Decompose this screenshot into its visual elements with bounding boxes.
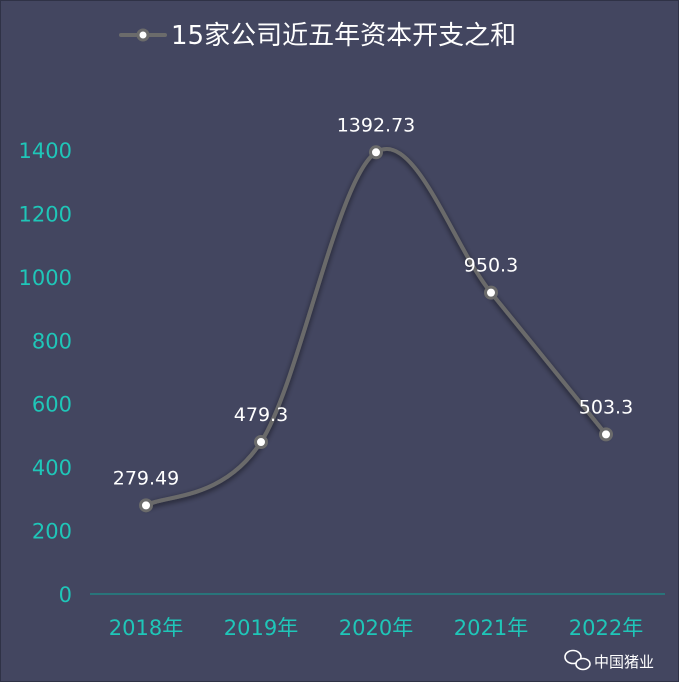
series-line (144, 147, 608, 508)
x-tick-label: 2020年 (339, 616, 413, 640)
y-tick-label: 1400 (19, 139, 72, 163)
data-label: 950.3 (464, 255, 518, 277)
y-tick-label: 600 (32, 393, 72, 417)
y-tick-label: 400 (32, 456, 72, 480)
data-point (139, 498, 153, 513)
y-tick-label: 1200 (19, 202, 72, 226)
y-axis: 0 200 400 600 800 1000 1200 1400 (19, 139, 72, 607)
data-point (599, 427, 613, 442)
data-point (254, 434, 268, 449)
data-points (139, 145, 613, 513)
data-label: 1392.73 (337, 114, 416, 136)
x-axis: 2018年 2019年 2020年 2021年 2022年 (90, 593, 665, 640)
x-tick-label: 2022年 (569, 616, 643, 640)
y-tick-label: 0 (59, 583, 72, 607)
x-tick-label: 2019年 (224, 616, 298, 640)
y-tick-label: 800 (32, 329, 72, 353)
watermark: 中国猪业 (564, 649, 654, 671)
y-tick-label: 1000 (19, 266, 72, 290)
x-tick-label: 2021年 (454, 616, 528, 640)
legend-label: 15家公司近五年资本开支之和 (171, 21, 516, 51)
data-point (484, 285, 498, 300)
legend-marker (136, 28, 150, 42)
watermark-text: 中国猪业 (594, 653, 654, 671)
x-tick-label: 2018年 (109, 616, 183, 640)
data-labels: 279.49 479.3 1392.73 950.3 503.3 (113, 114, 633, 489)
legend: 15家公司近五年资本开支之和 (119, 21, 516, 51)
data-label: 503.3 (579, 396, 633, 418)
data-label: 479.3 (234, 404, 288, 426)
data-point (369, 145, 383, 160)
data-label: 279.49 (113, 467, 179, 489)
wechat-icon (564, 649, 591, 671)
y-tick-label: 200 (32, 520, 72, 544)
series-line-group (144, 147, 608, 508)
